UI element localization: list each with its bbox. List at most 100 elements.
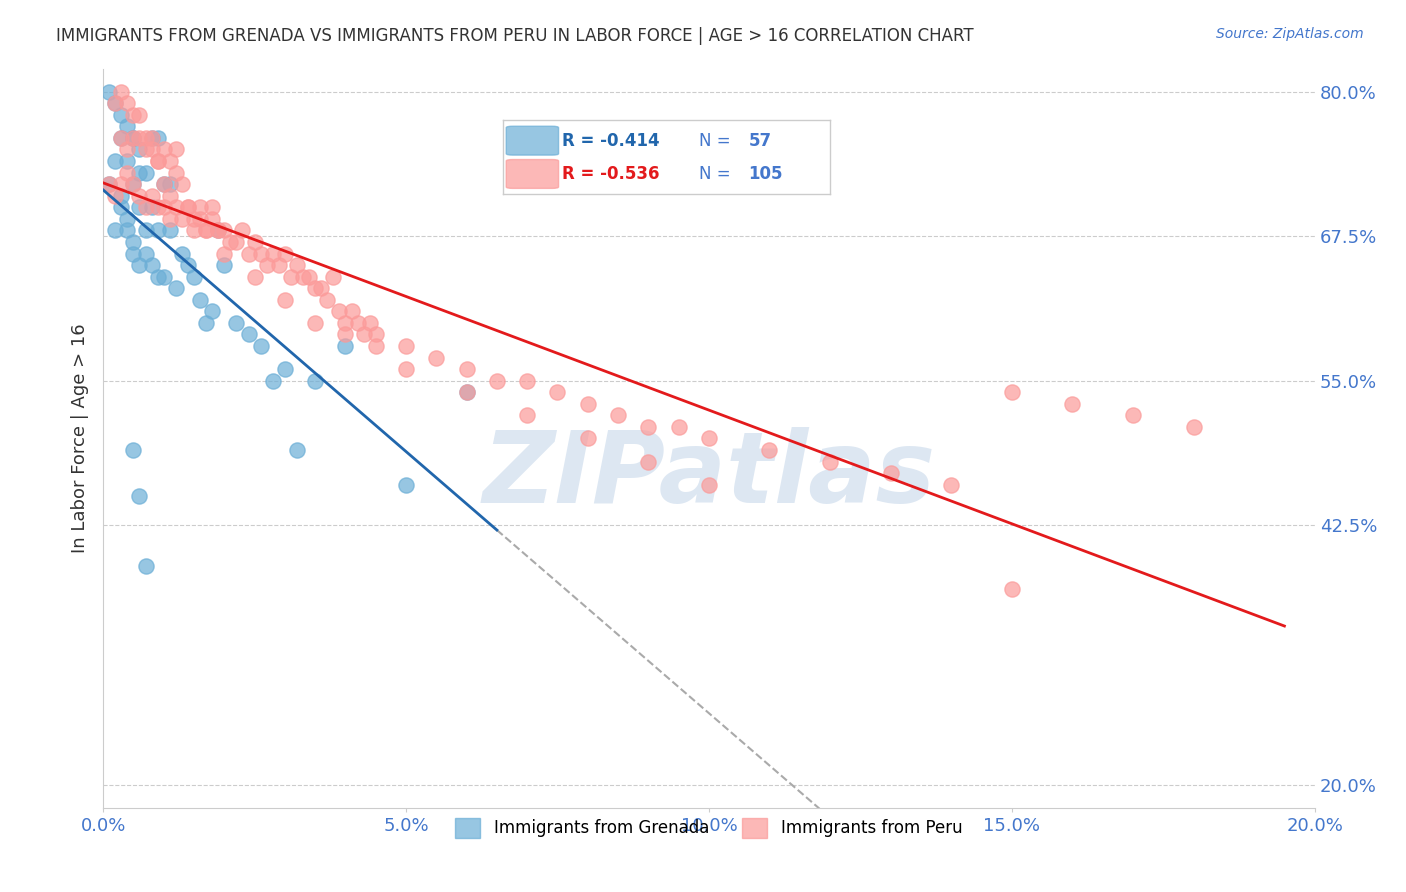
Immigrants from Grenada [128, 258, 150, 272]
Immigrants from Grenada [128, 165, 150, 179]
Immigrants from Grenada [146, 223, 169, 237]
Immigrants from Peru [231, 223, 253, 237]
Immigrants from Grenada [128, 200, 150, 214]
Immigrants from Peru [225, 235, 247, 249]
Immigrants from Peru [353, 327, 375, 342]
Immigrants from Peru [152, 177, 174, 191]
Immigrants from Grenada [146, 269, 169, 284]
Immigrants from Peru [141, 143, 163, 157]
Immigrants from Grenada [207, 223, 229, 237]
Immigrants from Grenada [274, 362, 297, 376]
Immigrants from Peru [516, 409, 538, 423]
Immigrants from Peru [135, 200, 157, 214]
Immigrants from Peru [637, 454, 659, 468]
Immigrants from Grenada [117, 223, 139, 237]
Immigrants from Peru [122, 131, 145, 145]
Immigrants from Grenada [117, 154, 139, 169]
Immigrants from Peru [280, 269, 302, 284]
Immigrants from Peru [135, 143, 157, 157]
Immigrants from Peru [104, 188, 127, 202]
Immigrants from Peru [309, 281, 332, 295]
Text: ZIPatlas: ZIPatlas [482, 427, 935, 524]
Immigrants from Grenada [110, 108, 132, 122]
Immigrants from Peru [1062, 397, 1084, 411]
Y-axis label: In Labor Force | Age > 16: In Labor Force | Age > 16 [72, 324, 89, 553]
Immigrants from Peru [274, 293, 297, 307]
Immigrants from Peru [395, 362, 418, 376]
Immigrants from Peru [758, 443, 780, 458]
Immigrants from Peru [335, 327, 357, 342]
Immigrants from Peru [316, 293, 339, 307]
Immigrants from Peru [177, 200, 200, 214]
Immigrants from Grenada [188, 293, 211, 307]
Immigrants from Peru [364, 327, 387, 342]
Immigrants from Peru [104, 96, 127, 111]
Immigrants from Grenada [135, 223, 157, 237]
Immigrants from Grenada [135, 558, 157, 573]
Immigrants from Grenada [104, 154, 127, 169]
Immigrants from Peru [159, 211, 181, 226]
Immigrants from Peru [697, 432, 720, 446]
Immigrants from Peru [576, 397, 599, 411]
Immigrants from Grenada [135, 165, 157, 179]
Immigrants from Peru [117, 143, 139, 157]
Immigrants from Peru [637, 420, 659, 434]
Immigrants from Peru [201, 200, 224, 214]
Immigrants from Peru [485, 374, 508, 388]
Immigrants from Peru [219, 235, 242, 249]
Immigrants from Peru [1001, 385, 1024, 400]
Immigrants from Grenada [159, 177, 181, 191]
Immigrants from Grenada [249, 339, 271, 353]
Immigrants from Grenada [135, 246, 157, 260]
Immigrants from Peru [214, 223, 236, 237]
Immigrants from Peru [146, 154, 169, 169]
Immigrants from Grenada [110, 200, 132, 214]
Immigrants from Grenada [146, 131, 169, 145]
Immigrants from Grenada [214, 258, 236, 272]
Immigrants from Peru [425, 351, 447, 365]
Immigrants from Grenada [152, 269, 174, 284]
Immigrants from Grenada [98, 177, 121, 191]
Immigrants from Peru [117, 96, 139, 111]
Immigrants from Peru [165, 165, 187, 179]
Immigrants from Peru [195, 223, 218, 237]
Immigrants from Peru [456, 385, 478, 400]
Immigrants from Peru [516, 374, 538, 388]
Immigrants from Grenada [122, 177, 145, 191]
Immigrants from Peru [201, 211, 224, 226]
Immigrants from Peru [292, 269, 315, 284]
Immigrants from Peru [214, 246, 236, 260]
Immigrants from Grenada [152, 177, 174, 191]
Immigrants from Peru [879, 466, 901, 480]
Immigrants from Grenada [128, 489, 150, 503]
Immigrants from Peru [304, 316, 326, 330]
Immigrants from Peru [188, 211, 211, 226]
Immigrants from Peru [207, 223, 229, 237]
Immigrants from Peru [267, 258, 290, 272]
Immigrants from Peru [98, 177, 121, 191]
Immigrants from Grenada [117, 211, 139, 226]
Immigrants from Peru [195, 223, 218, 237]
Immigrants from Peru [941, 477, 963, 491]
Immigrants from Grenada [159, 223, 181, 237]
Immigrants from Grenada [335, 339, 357, 353]
Immigrants from Peru [117, 165, 139, 179]
Immigrants from Peru [128, 131, 150, 145]
Immigrants from Peru [128, 108, 150, 122]
Immigrants from Peru [256, 258, 278, 272]
Immigrants from Peru [359, 316, 381, 330]
Immigrants from Peru [668, 420, 690, 434]
Immigrants from Grenada [201, 304, 224, 318]
Immigrants from Grenada [141, 200, 163, 214]
Immigrants from Grenada [104, 96, 127, 111]
Immigrants from Peru [183, 223, 205, 237]
Immigrants from Grenada [122, 443, 145, 458]
Immigrants from Peru [177, 200, 200, 214]
Immigrants from Peru [364, 339, 387, 353]
Immigrants from Peru [170, 211, 193, 226]
Immigrants from Grenada [141, 131, 163, 145]
Immigrants from Peru [110, 131, 132, 145]
Text: IMMIGRANTS FROM GRENADA VS IMMIGRANTS FROM PERU IN LABOR FORCE | AGE > 16 CORREL: IMMIGRANTS FROM GRENADA VS IMMIGRANTS FR… [56, 27, 974, 45]
Immigrants from Grenada [170, 246, 193, 260]
Immigrants from Grenada [165, 281, 187, 295]
